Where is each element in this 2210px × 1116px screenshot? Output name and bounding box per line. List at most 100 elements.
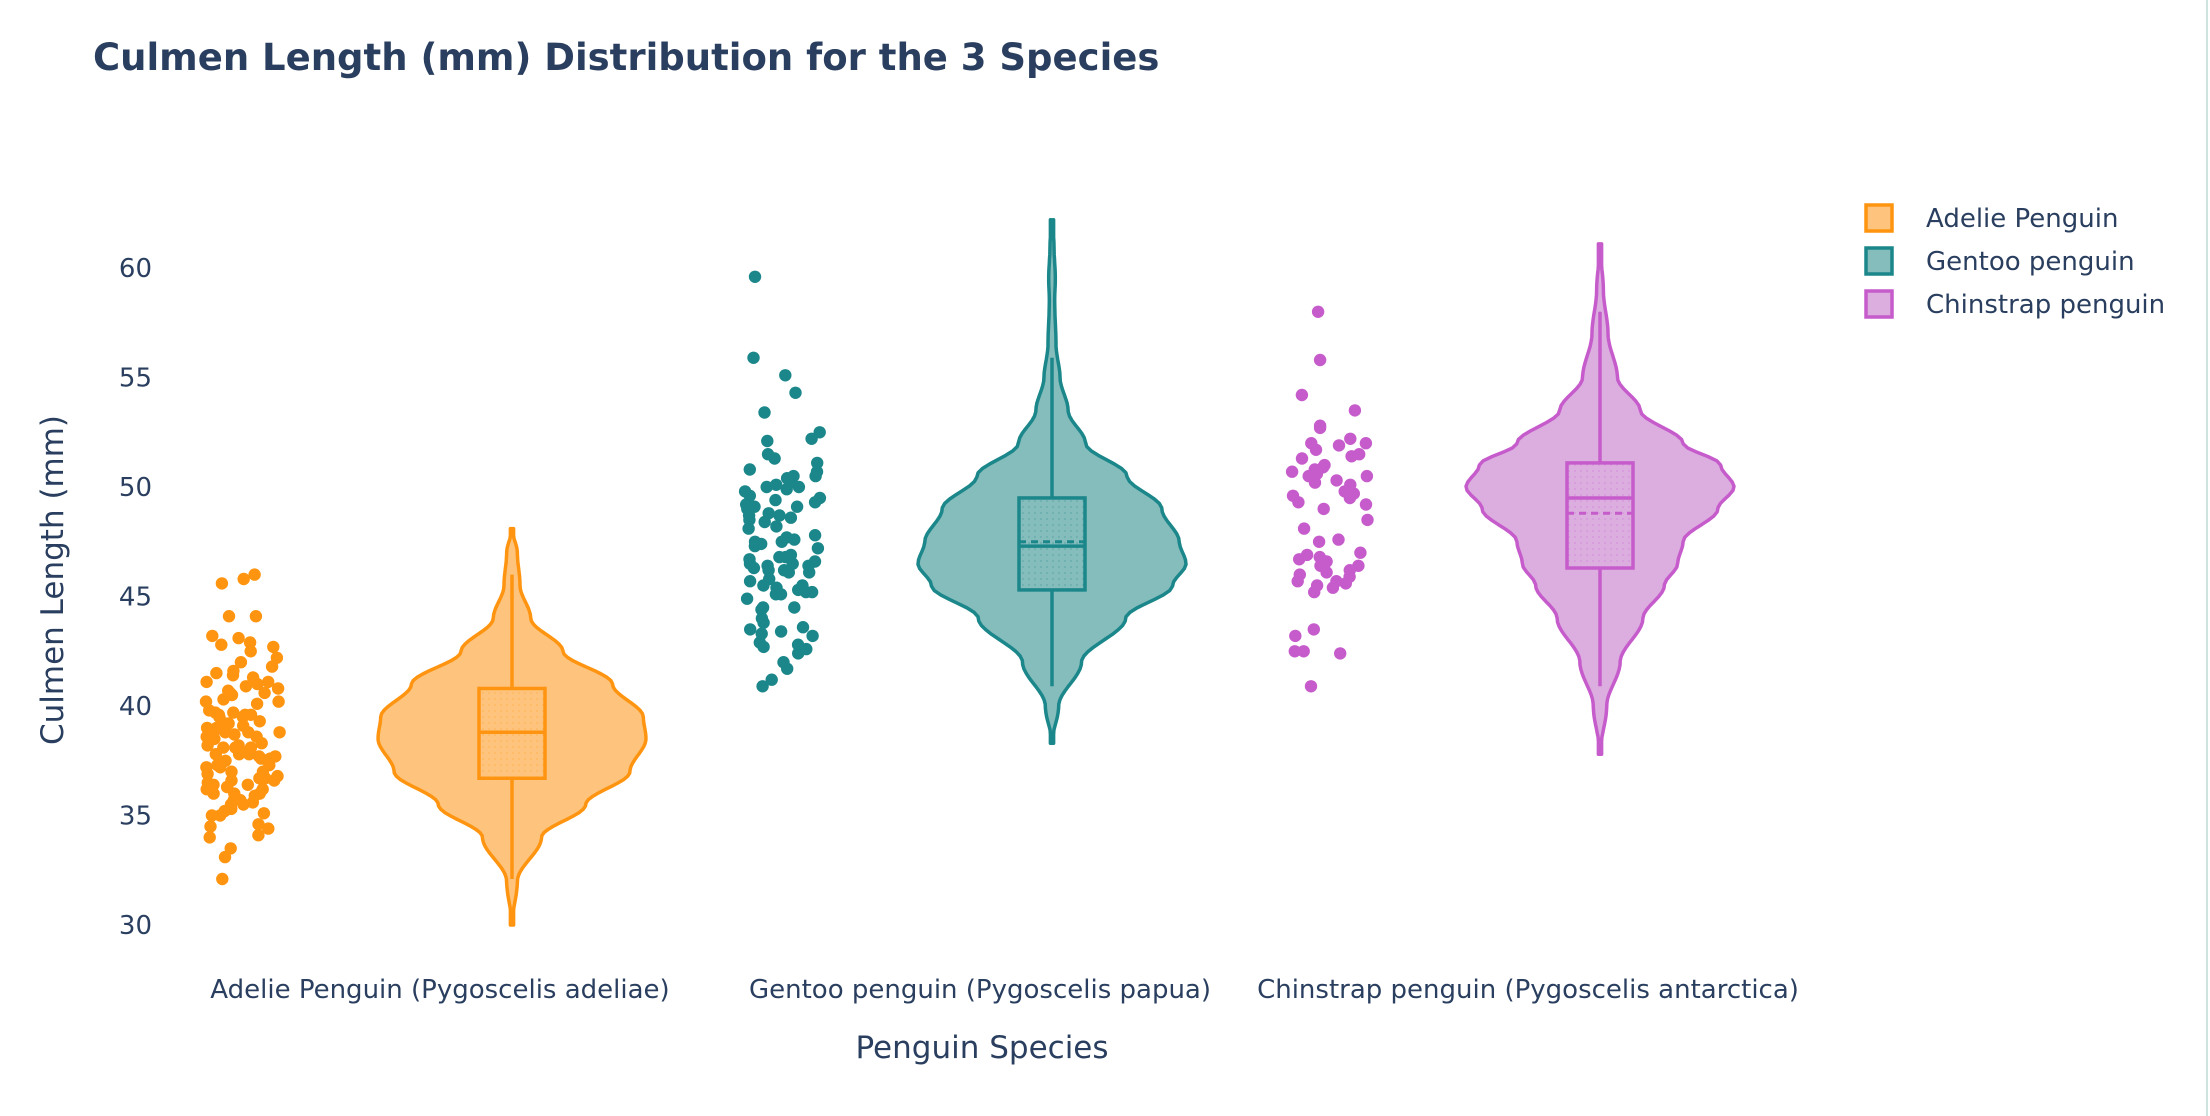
data-point[interactable] — [1361, 513, 1374, 527]
data-point[interactable] — [1305, 437, 1318, 450]
data-point[interactable] — [244, 708, 258, 721]
data-point[interactable] — [740, 592, 754, 605]
data-point[interactable] — [217, 741, 230, 754]
data-point[interactable] — [257, 807, 271, 820]
data-point[interactable] — [756, 601, 770, 614]
data-point[interactable] — [738, 485, 752, 498]
data-point[interactable] — [227, 706, 240, 719]
data-point[interactable] — [227, 664, 240, 678]
data-point[interactable] — [271, 769, 284, 783]
data-point[interactable] — [1295, 452, 1309, 465]
data-point[interactable] — [272, 695, 285, 708]
data-point[interactable] — [237, 572, 250, 586]
data-point[interactable] — [241, 778, 254, 791]
data-point[interactable] — [1313, 550, 1327, 564]
data-point[interactable] — [244, 741, 258, 754]
data-point[interactable] — [787, 469, 800, 483]
data-point[interactable] — [808, 555, 822, 568]
data-point[interactable] — [253, 715, 266, 728]
data-point[interactable] — [1332, 533, 1345, 546]
data-point[interactable] — [789, 386, 802, 399]
data-point[interactable] — [765, 673, 778, 686]
data-point[interactable] — [779, 369, 792, 382]
data-point[interactable] — [200, 761, 213, 774]
data-point[interactable] — [204, 820, 217, 833]
data-point[interactable] — [252, 750, 266, 763]
data-point[interactable] — [743, 575, 757, 588]
data-point[interactable] — [784, 511, 798, 524]
data-point[interactable] — [219, 754, 232, 767]
legend-item[interactable]: Gentoo penguin — [1864, 246, 2135, 277]
data-point[interactable] — [200, 721, 214, 735]
data-point[interactable] — [813, 426, 826, 439]
data-point[interactable] — [224, 842, 237, 855]
data-point[interactable] — [743, 553, 756, 566]
data-point[interactable] — [1317, 502, 1330, 516]
data-point[interactable] — [788, 601, 801, 614]
data-point[interactable] — [791, 638, 805, 651]
data-point[interactable] — [747, 351, 760, 364]
data-point[interactable] — [201, 776, 214, 789]
data-point[interactable] — [234, 656, 248, 669]
data-point[interactable] — [813, 491, 827, 505]
data-point[interactable] — [222, 684, 235, 697]
data-point[interactable] — [1334, 647, 1347, 660]
data-point[interactable] — [1295, 388, 1309, 402]
data-point[interactable] — [1288, 645, 1302, 658]
data-point[interactable] — [258, 686, 271, 700]
data-point[interactable] — [262, 675, 275, 689]
data-point[interactable] — [237, 719, 250, 732]
data-point[interactable] — [215, 638, 228, 651]
data-point[interactable] — [758, 406, 771, 419]
data-point[interactable] — [1330, 575, 1343, 588]
data-point[interactable] — [1297, 522, 1311, 535]
data-point[interactable] — [1312, 535, 1326, 548]
data-point[interactable] — [1289, 629, 1302, 643]
data-point[interactable] — [269, 750, 282, 763]
data-point[interactable] — [267, 640, 280, 654]
data-point[interactable] — [777, 564, 791, 577]
data-point[interactable] — [1310, 579, 1324, 592]
data-point[interactable] — [811, 456, 824, 470]
data-point[interactable] — [770, 520, 783, 533]
data-point[interactable] — [756, 680, 769, 693]
data-point[interactable] — [780, 531, 793, 544]
data-point[interactable] — [1354, 546, 1367, 559]
data-point[interactable] — [762, 507, 775, 520]
data-point[interactable] — [808, 529, 822, 542]
data-point[interactable] — [796, 621, 810, 634]
data-point[interactable] — [1348, 404, 1362, 417]
data-point[interactable] — [206, 629, 219, 643]
legend-item[interactable]: Chinstrap penguin — [1864, 289, 2165, 320]
data-point[interactable] — [744, 623, 757, 636]
data-point[interactable] — [232, 739, 245, 752]
data-point[interactable] — [805, 585, 819, 599]
data-point[interactable] — [748, 535, 762, 548]
data-point[interactable] — [252, 818, 265, 831]
data-point[interactable] — [252, 829, 265, 842]
data-point[interactable] — [200, 675, 213, 689]
data-point[interactable] — [225, 774, 238, 787]
data-point[interactable] — [246, 671, 260, 684]
data-point[interactable] — [1344, 478, 1357, 491]
data-point[interactable] — [244, 645, 257, 658]
data-point[interactable] — [755, 612, 769, 625]
data-point[interactable] — [761, 448, 775, 461]
data-point[interactable] — [811, 542, 825, 555]
data-point[interactable] — [1300, 548, 1314, 562]
data-point[interactable] — [273, 726, 286, 739]
data-point[interactable] — [262, 822, 275, 835]
data-point[interactable] — [790, 500, 804, 513]
data-point[interactable] — [774, 625, 788, 638]
data-point[interactable] — [1330, 474, 1343, 487]
data-point[interactable] — [1359, 498, 1373, 511]
data-point[interactable] — [755, 627, 768, 640]
data-point[interactable] — [232, 631, 245, 645]
data-point[interactable] — [1359, 437, 1373, 450]
data-point[interactable] — [225, 765, 238, 778]
data-point[interactable] — [270, 651, 284, 664]
data-point[interactable] — [784, 548, 798, 562]
data-point[interactable] — [760, 480, 773, 494]
data-point[interactable] — [773, 509, 786, 522]
data-point[interactable] — [1352, 559, 1365, 572]
